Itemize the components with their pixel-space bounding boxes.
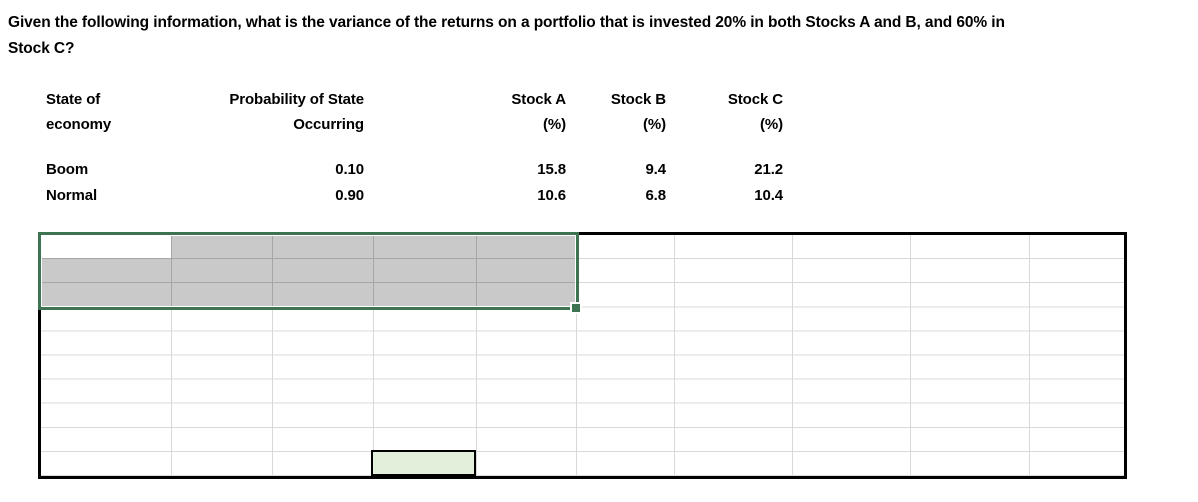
cell-state[interactable]: Boom bbox=[46, 161, 89, 178]
question-text[interactable]: Given the following information, what is… bbox=[8, 10, 1188, 62]
cell-stock-a[interactable]: 15.8 bbox=[537, 161, 566, 178]
table-row-boom: Boom 0.10 15.8 9.4 21.2 bbox=[0, 161, 1198, 187]
cell-probability[interactable]: 0.10 bbox=[335, 161, 364, 178]
header-stock-c[interactable]: Stock C (%) bbox=[653, 87, 783, 137]
info-table-header-row: State of economy Probability of State Oc… bbox=[0, 87, 1198, 139]
header-line: State of bbox=[46, 91, 101, 108]
cell-stock-b[interactable]: 9.4 bbox=[645, 161, 666, 178]
header-line: (%) bbox=[542, 116, 566, 133]
header-line: Stock B bbox=[610, 91, 666, 108]
cell-stock-c[interactable]: 10.4 bbox=[754, 187, 783, 204]
header-line: Probability of State bbox=[229, 91, 364, 108]
header-probability[interactable]: Probability of State Occurring bbox=[214, 87, 364, 137]
header-line: Occurring bbox=[293, 116, 364, 133]
info-table: State of economy Probability of State Oc… bbox=[0, 87, 1198, 212]
header-line: Stock C bbox=[727, 91, 783, 108]
answer-cell[interactable] bbox=[371, 450, 476, 476]
cell-stock-a[interactable]: 10.6 bbox=[537, 187, 566, 204]
cell-stock-b[interactable]: 6.8 bbox=[645, 187, 666, 204]
question-line-2: Stock C? bbox=[8, 40, 75, 57]
cell-state[interactable]: Normal bbox=[46, 187, 98, 204]
cell-stock-c[interactable]: 21.2 bbox=[754, 161, 783, 178]
header-line: (%) bbox=[759, 116, 783, 133]
header-stock-a[interactable]: Stock A (%) bbox=[436, 87, 566, 137]
table-row-normal: Normal 0.90 10.6 6.8 10.4 bbox=[0, 187, 1198, 213]
spreadsheet-grid[interactable] bbox=[38, 232, 1127, 479]
cell-probability[interactable]: 0.90 bbox=[335, 187, 364, 204]
question-line-1: Given the following information, what is… bbox=[8, 14, 1005, 31]
active-cell[interactable] bbox=[41, 235, 171, 259]
header-line: (%) bbox=[642, 116, 666, 133]
header-line: Stock A bbox=[511, 91, 566, 108]
header-state-of-economy[interactable]: State of economy bbox=[46, 87, 186, 137]
fill-handle[interactable] bbox=[572, 304, 580, 312]
header-line: economy bbox=[46, 116, 112, 133]
header-stock-b[interactable]: Stock B (%) bbox=[536, 87, 666, 137]
selected-range[interactable] bbox=[41, 235, 576, 308]
